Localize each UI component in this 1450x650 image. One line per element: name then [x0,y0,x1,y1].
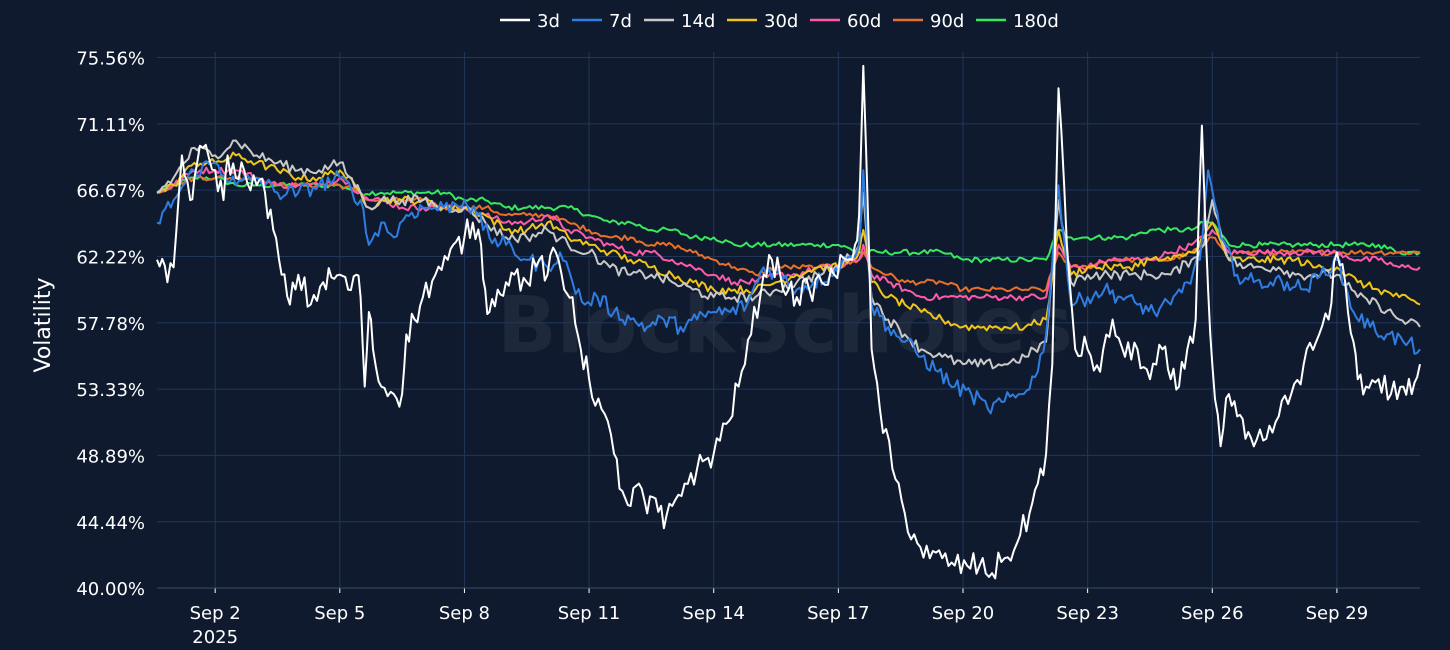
x-tick-label: Sep 23 [1056,603,1119,624]
x-tick-label: Sep 2 [190,603,241,624]
legend: 3d 7d 14d 30d 60d 90d 180d [500,11,1059,32]
grid-lines [157,52,1420,589]
y-tick-label: 48.89% [76,446,145,467]
x-tick-label: Sep 5 [314,603,365,624]
y-tick-label: 53.33% [76,380,145,401]
y-tick-label: 66.67% [76,181,145,202]
series-line-3d [156,64,1421,580]
legend-label-180d: 180d [1013,11,1059,32]
y-tick-label: 75.56% [76,49,145,70]
y-tick-label: 57.78% [76,314,145,335]
y-axis-title: Volatility [31,277,56,372]
y-tick-label: 44.44% [76,513,145,534]
x-tick-label: Sep 20 [932,603,995,624]
y-tick-label: 71.11% [76,115,145,136]
x-tick-label: Sep 26 [1181,603,1244,624]
series-line-60d [156,166,1421,302]
legend-label-7d: 7d [609,11,632,32]
x-tick-label: Sep 8 [439,603,490,624]
y-axis: 40.00% 44.44% 48.89% 53.33% 57.78% 62.22% 66.6… [76,49,145,600]
x-axis: Sep 2 2025 Sep 5 Sep 8 Sep 11 Sep 14 Sep 17 Sep… [157,587,1420,648]
x-tick-label: Sep 17 [807,603,870,624]
legend-label-14d: 14d [681,11,715,32]
y-tick-label: 40.00% [76,579,145,600]
legend-label-3d: 3d [537,11,560,32]
legend-label-90d: 90d [930,11,964,32]
series-lines [156,64,1421,580]
x-tick-sublabel: 2025 [192,627,238,648]
x-tick-label: Sep 29 [1306,603,1369,624]
legend-label-60d: 60d [847,11,881,32]
series-line-14d [156,139,1421,370]
y-tick-label: 62.22% [76,248,145,269]
x-tick-label: Sep 14 [682,603,745,624]
legend-label-30d: 30d [764,11,798,32]
x-tick-label: Sep 11 [558,603,621,624]
